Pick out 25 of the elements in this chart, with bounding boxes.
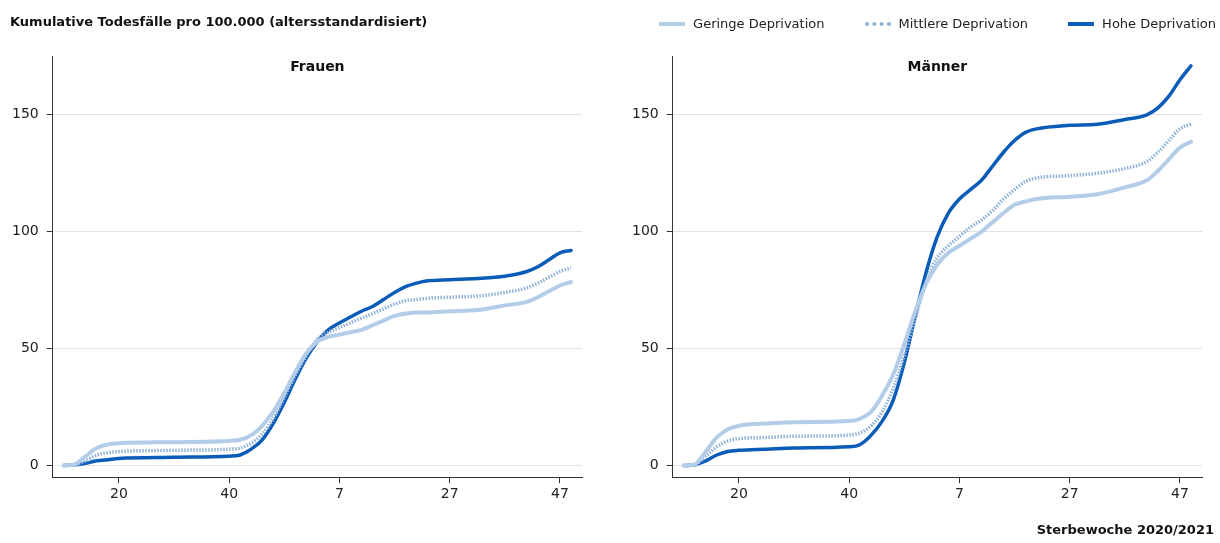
chart-title: Frauen	[290, 58, 345, 75]
x-tick-label: 7	[954, 485, 964, 502]
x-tick-label: 47	[551, 485, 569, 502]
chart-title: Männer	[907, 58, 968, 75]
legend-label: Hohe Deprivation	[1102, 16, 1216, 31]
x-tick-label: 27	[1060, 485, 1079, 502]
x-tick-label: 40	[220, 485, 239, 502]
x-tick-label: 27	[440, 485, 459, 502]
x-tick-label: 20	[109, 485, 128, 502]
y-tick-label: 150	[11, 105, 39, 122]
legend-label: Mittlere Deprivation	[898, 16, 1029, 31]
y-tick-label: 100	[11, 222, 39, 239]
y-tick-label: 0	[29, 456, 39, 473]
x-axis-title: Sterbewoche 2020/2021	[1036, 522, 1214, 537]
y-tick-label: 0	[649, 456, 659, 473]
x-tick-label: 7	[334, 485, 344, 502]
x-tick-label: 40	[840, 485, 859, 502]
legend-label: Geringe Deprivation	[693, 16, 825, 31]
y-axis-title: Kumulative Todesfälle pro 100.000 (altersstandardisiert)	[10, 14, 428, 29]
y-tick-label: 150	[631, 105, 659, 122]
y-tick-label: 100	[631, 222, 659, 239]
x-tick-label: 47	[1171, 485, 1189, 502]
y-tick-label: 50	[20, 339, 39, 356]
x-tick-label: 20	[729, 485, 748, 502]
y-tick-label: 50	[640, 339, 659, 356]
